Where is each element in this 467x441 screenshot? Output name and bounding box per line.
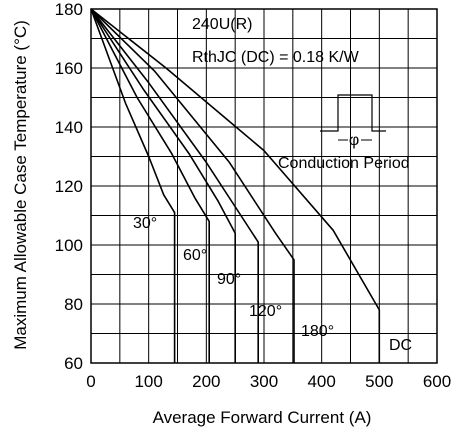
series-label-180: 180° bbox=[301, 323, 334, 340]
series-label-60: 60° bbox=[183, 247, 207, 264]
series-label-90: 90° bbox=[217, 271, 241, 288]
curves: 30° 60° 90° 120° 180° DC bbox=[90, 8, 412, 363]
series-label-120: 120° bbox=[249, 303, 282, 320]
y-tick-label: 60 bbox=[64, 354, 83, 373]
y-tick-label: 140 bbox=[55, 118, 83, 137]
y-tick-label: 120 bbox=[55, 177, 83, 196]
y-tick-label: 160 bbox=[55, 59, 83, 78]
x-axis-title: Average Forward Current (A) bbox=[153, 408, 372, 427]
x-tick-label: 200 bbox=[192, 372, 220, 391]
phi-symbol: φ bbox=[349, 132, 359, 149]
series-line-90 bbox=[90, 8, 236, 363]
conduction-period-caption: Conduction Period bbox=[278, 155, 410, 172]
thermal-resistance-label: RthJC (DC) = 0.18 K/W bbox=[192, 49, 360, 66]
series-label-dc: DC bbox=[389, 337, 412, 354]
grid bbox=[91, 9, 437, 363]
device-label: 240U(R) bbox=[192, 16, 252, 33]
plot-frame bbox=[90, 8, 438, 364]
y-axis-title: Maximum Allowable Case Temperature (°C) bbox=[11, 20, 30, 350]
series-line-30 bbox=[90, 8, 176, 363]
y-tick-label: 80 bbox=[64, 295, 83, 314]
series-label-30: 30° bbox=[133, 215, 157, 232]
x-tick-label: 600 bbox=[423, 372, 451, 391]
series-line-120 bbox=[90, 8, 259, 363]
x-tick-label: 100 bbox=[134, 372, 162, 391]
series-line-dc bbox=[90, 8, 381, 363]
series-line-180 bbox=[90, 8, 295, 363]
x-tick-label: 0 bbox=[86, 372, 95, 391]
pulse-waveform bbox=[320, 94, 386, 132]
y-tick-label: 100 bbox=[55, 236, 83, 255]
y-tick-label: 180 bbox=[55, 0, 83, 19]
x-tick-label: 300 bbox=[250, 372, 278, 391]
x-tick-label: 500 bbox=[365, 372, 393, 391]
x-tick-label: 400 bbox=[307, 372, 335, 391]
series-line-60 bbox=[90, 8, 210, 363]
tick-labels: 0 100 200 300 400 500 600 60 80 100 120 140 160 180 bbox=[55, 0, 452, 391]
conduction-period-inset: φ bbox=[320, 94, 386, 149]
